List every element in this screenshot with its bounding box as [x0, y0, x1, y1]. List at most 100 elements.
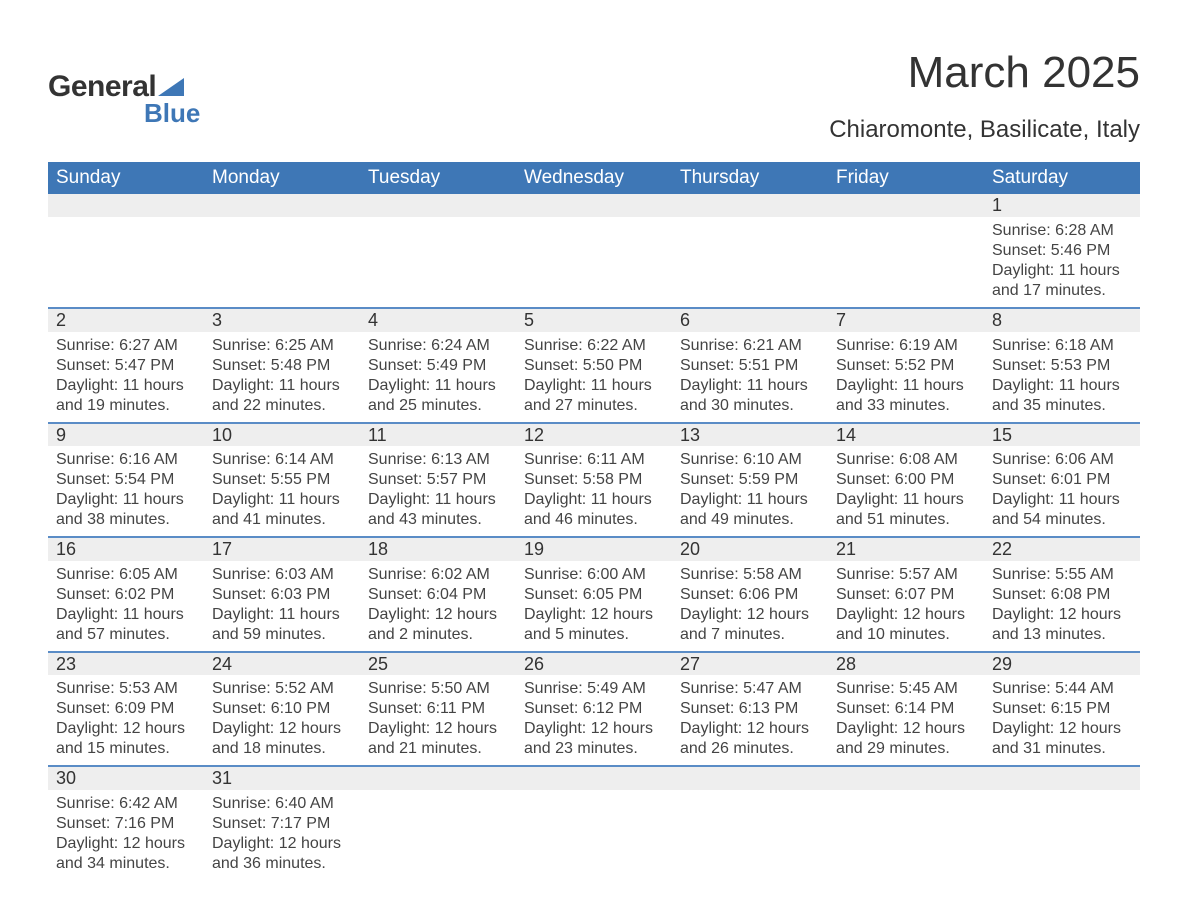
- day-ss: Sunset: 6:09 PM: [56, 699, 196, 719]
- daynum-row: 1: [48, 194, 1140, 217]
- weekday-header: Tuesday: [360, 162, 516, 194]
- day-number-cell: 28: [828, 652, 984, 676]
- day-d2: and 43 minutes.: [368, 510, 508, 530]
- day-sr: Sunrise: 6:10 AM: [680, 450, 820, 470]
- day-detail-cell: Sunrise: 6:05 AMSunset: 6:02 PMDaylight:…: [48, 561, 204, 652]
- day-ss: Sunset: 6:15 PM: [992, 699, 1132, 719]
- day-number-cell: 13: [672, 423, 828, 447]
- daynum-row: 3031: [48, 766, 1140, 790]
- day-d2: and 38 minutes.: [56, 510, 196, 530]
- day-d2: and 31 minutes.: [992, 739, 1132, 759]
- weekday-header: Saturday: [984, 162, 1140, 194]
- day-ss: Sunset: 5:48 PM: [212, 356, 352, 376]
- day-number-cell: 6: [672, 308, 828, 332]
- day-d2: and 46 minutes.: [524, 510, 664, 530]
- day-detail-cell: Sunrise: 6:10 AMSunset: 5:59 PMDaylight:…: [672, 446, 828, 537]
- weekday-header: Friday: [828, 162, 984, 194]
- brand-logo: General Blue: [48, 70, 200, 129]
- day-d2: and 34 minutes.: [56, 854, 196, 874]
- day-number-cell: 9: [48, 423, 204, 447]
- day-number-cell: 7: [828, 308, 984, 332]
- detail-row: Sunrise: 6:16 AMSunset: 5:54 PM Daylight:…: [48, 446, 1140, 537]
- day-ss: Sunset: 6:07 PM: [836, 585, 976, 605]
- day-number-cell: 1: [984, 194, 1140, 217]
- day-d1: Daylight: 11 hours: [56, 605, 196, 625]
- day-detail-cell: Sunrise: 6:40 AMSunset: 7:17 PMDaylight:…: [204, 790, 360, 880]
- month-title: March 2025: [829, 48, 1140, 98]
- day-number-cell: 2: [48, 308, 204, 332]
- logo-text-blue: Blue: [144, 98, 200, 129]
- day-number-cell: 19: [516, 537, 672, 561]
- day-d2: and 19 minutes.: [56, 396, 196, 416]
- day-d2: and 29 minutes.: [836, 739, 976, 759]
- day-detail-cell: [516, 217, 672, 308]
- day-ss: Sunset: 6:13 PM: [680, 699, 820, 719]
- day-ss: Sunset: 5:54 PM: [56, 470, 196, 490]
- day-number-cell: 21: [828, 537, 984, 561]
- day-ss: Sunset: 5:52 PM: [836, 356, 976, 376]
- day-d1: Daylight: 12 hours: [368, 605, 508, 625]
- day-detail-cell: Sunrise: 5:50 AMSunset: 6:11 PMDaylight:…: [360, 675, 516, 766]
- day-ss: Sunset: 6:12 PM: [524, 699, 664, 719]
- day-d2: and 54 minutes.: [992, 510, 1132, 530]
- day-sr: Sunrise: 6:24 AM: [368, 336, 508, 356]
- day-number-cell: 20: [672, 537, 828, 561]
- day-detail-cell: Sunrise: 5:45 AMSunset: 6:14 PMDaylight:…: [828, 675, 984, 766]
- day-sr: Sunrise: 6:22 AM: [524, 336, 664, 356]
- day-ss: Sunset: 5:53 PM: [992, 356, 1132, 376]
- day-sr: Sunrise: 5:53 AM: [56, 679, 196, 699]
- day-d1: Daylight: 11 hours: [836, 490, 976, 510]
- day-ss: Sunset: 6:11 PM: [368, 699, 508, 719]
- day-d2: and 36 minutes.: [212, 854, 352, 874]
- day-sr: Sunrise: 6:14 AM: [212, 450, 352, 470]
- day-ss: Sunset: 6:03 PM: [212, 585, 352, 605]
- day-sr: Sunrise: 6:28 AM: [992, 221, 1132, 241]
- day-d2: and 49 minutes.: [680, 510, 820, 530]
- day-ss: Sunset: 6:02 PM: [56, 585, 196, 605]
- day-ss: Sunset: 5:58 PM: [524, 470, 664, 490]
- day-d2: and 51 minutes.: [836, 510, 976, 530]
- day-d1: Daylight: 12 hours: [836, 605, 976, 625]
- weekday-header-row: Sunday Monday Tuesday Wednesday Thursday…: [48, 162, 1140, 194]
- day-detail-cell: Sunrise: 6:14 AMSunset: 5:55 PMDaylight:…: [204, 446, 360, 537]
- day-d2: and 27 minutes.: [524, 396, 664, 416]
- day-ss: Sunset: 6:10 PM: [212, 699, 352, 719]
- day-number-cell: [360, 194, 516, 217]
- day-number-cell: [360, 766, 516, 790]
- day-number-cell: 11: [360, 423, 516, 447]
- day-detail-cell: [48, 217, 204, 308]
- day-d2: and 5 minutes.: [524, 625, 664, 645]
- day-ss: Sunset: 6:08 PM: [992, 585, 1132, 605]
- day-d2: and 2 minutes.: [368, 625, 508, 645]
- day-d1: Daylight: 11 hours: [368, 490, 508, 510]
- day-d1: Daylight: 12 hours: [524, 605, 664, 625]
- day-ss: Sunset: 6:14 PM: [836, 699, 976, 719]
- day-sr: Sunrise: 5:57 AM: [836, 565, 976, 585]
- day-d1: Daylight: 12 hours: [680, 719, 820, 739]
- daynum-row: 9101112131415: [48, 423, 1140, 447]
- day-d2: and 10 minutes.: [836, 625, 976, 645]
- day-sr: Sunrise: 6:27 AM: [56, 336, 196, 356]
- daynum-row: 16171819202122: [48, 537, 1140, 561]
- day-number-cell: [204, 194, 360, 217]
- day-detail-cell: [984, 790, 1140, 880]
- day-number-cell: 22: [984, 537, 1140, 561]
- detail-row: Sunrise: 6:05 AMSunset: 6:02 PMDaylight:…: [48, 561, 1140, 652]
- day-d1: Daylight: 11 hours: [680, 490, 820, 510]
- day-d2: and 22 minutes.: [212, 396, 352, 416]
- day-sr: Sunrise: 6:42 AM: [56, 794, 196, 814]
- day-d1: Daylight: 11 hours: [56, 376, 196, 396]
- day-number-cell: 15: [984, 423, 1140, 447]
- day-detail-cell: Sunrise: 6:03 AMSunset: 6:03 PMDaylight:…: [204, 561, 360, 652]
- day-d2: and 25 minutes.: [368, 396, 508, 416]
- day-ss: Sunset: 5:59 PM: [680, 470, 820, 490]
- day-sr: Sunrise: 6:16 AM: [56, 450, 196, 470]
- day-detail-cell: Sunrise: 5:55 AMSunset: 6:08 PMDaylight:…: [984, 561, 1140, 652]
- day-number-cell: [984, 766, 1140, 790]
- day-number-cell: 26: [516, 652, 672, 676]
- day-detail-cell: [828, 217, 984, 308]
- day-d1: Daylight: 12 hours: [56, 834, 196, 854]
- day-d1: Daylight: 12 hours: [524, 719, 664, 739]
- day-ss: Sunset: 5:46 PM: [992, 241, 1132, 261]
- detail-row: Sunrise: 6:27 AMSunset: 5:47 PMDaylight:…: [48, 332, 1140, 423]
